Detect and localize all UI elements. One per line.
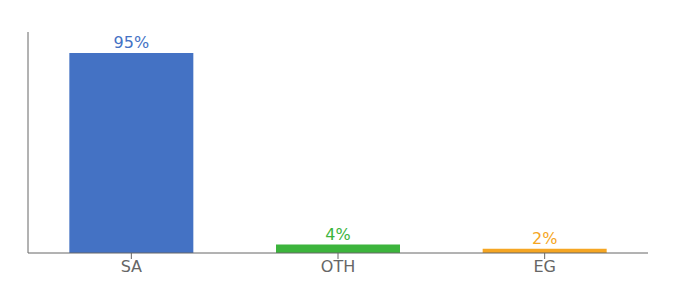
svg-text:4%: 4% — [325, 225, 350, 244]
svg-text:2%: 2% — [532, 229, 557, 248]
svg-text:95%: 95% — [114, 33, 150, 52]
svg-text:SA: SA — [121, 257, 142, 276]
svg-text:EG: EG — [533, 257, 556, 276]
svg-text:OTH: OTH — [321, 257, 355, 276]
